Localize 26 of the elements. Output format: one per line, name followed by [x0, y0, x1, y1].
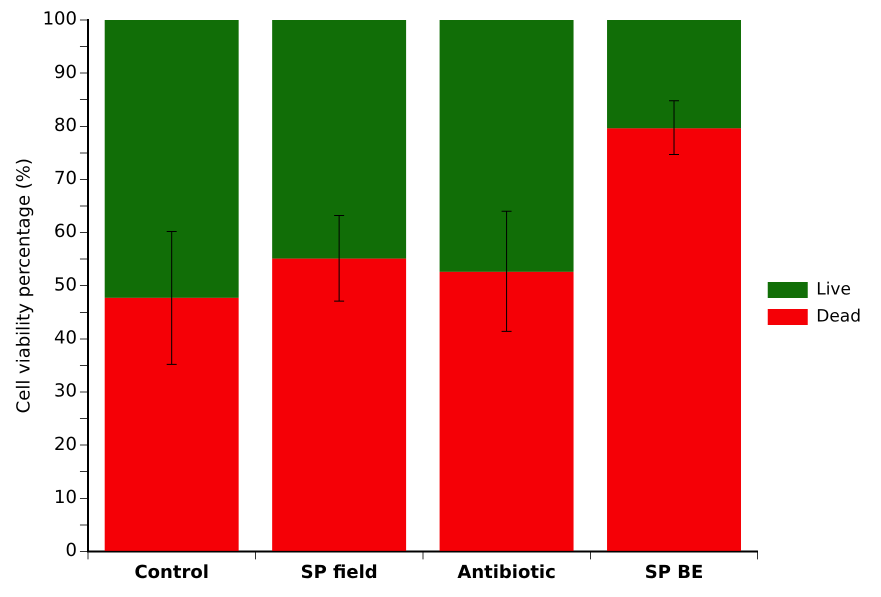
x-tick-label: SP BE — [644, 562, 704, 583]
y-tick-label: 0 — [66, 540, 77, 562]
bar — [104, 298, 239, 551]
y-tick-label: 20 — [54, 434, 77, 455]
bar — [272, 20, 406, 259]
y-tick-label: 30 — [54, 380, 77, 402]
y-tick-label: 60 — [54, 221, 77, 242]
x-tick-label: Antibiotic — [457, 562, 556, 583]
y-tick-label: 80 — [54, 114, 77, 136]
y-tick-label: 10 — [54, 486, 77, 508]
y-tick-label: 90 — [54, 62, 77, 83]
bar — [607, 20, 741, 128]
bar — [272, 258, 406, 551]
y-tick-label: 50 — [54, 274, 77, 296]
legend-label: Dead — [816, 306, 862, 326]
x-tick-label: Control — [134, 562, 209, 583]
bar — [440, 272, 574, 551]
bar — [607, 128, 741, 551]
y-tick-label: 40 — [54, 328, 77, 349]
x-tick-label: SP field — [300, 562, 378, 583]
bar — [440, 20, 574, 272]
bar — [104, 20, 239, 298]
legend-label: Live — [816, 279, 851, 300]
y-tick-label: 100 — [42, 8, 77, 30]
y-axis-title: Cell viability percentage (%) — [13, 158, 34, 414]
y-tick-label: 70 — [54, 168, 77, 190]
